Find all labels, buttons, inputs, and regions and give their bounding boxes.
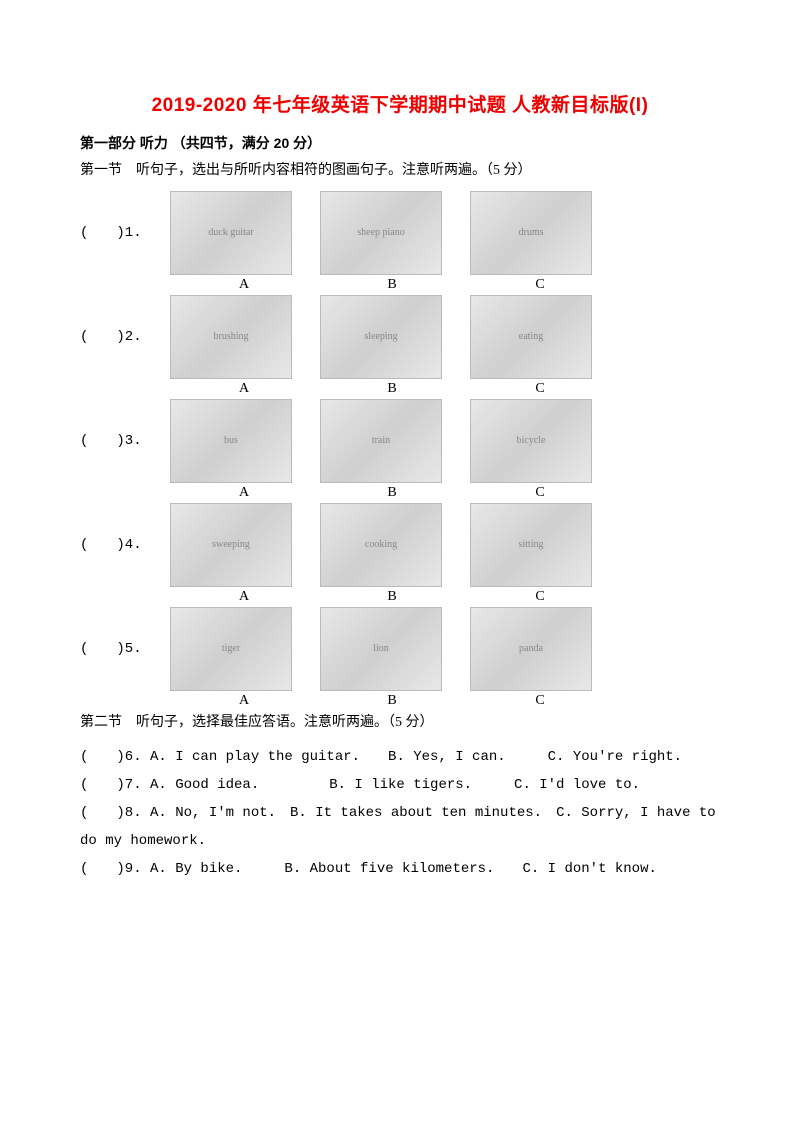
picture-question-row: ( )4. sweeping cooking sitting <box>80 503 720 587</box>
question-number: ( )1. <box>80 191 170 241</box>
option-letter: C <box>466 589 614 605</box>
picture-question-row: ( )5. tiger lion panda <box>80 607 720 691</box>
section1-instruction: 第一节 听句子，选出与所听内容相符的图画句子。注意听两遍。（5 分） <box>80 159 720 183</box>
option-image: lion <box>320 607 442 691</box>
option-image: drums <box>470 191 592 275</box>
picture-question-row: ( )1. duck guitar sheep piano drums <box>80 191 720 275</box>
option-letter: C <box>466 381 614 397</box>
option-image: sweeping <box>170 503 292 587</box>
option-letter: B <box>318 381 466 397</box>
option-image: sheep piano <box>320 191 442 275</box>
text-question: ( )8. A. No, I'm not. B. It takes about … <box>80 799 720 855</box>
option-letter: B <box>318 693 466 709</box>
picture-question-row: ( )3. bus train bicycle <box>80 399 720 483</box>
option-image: brushing <box>170 295 292 379</box>
option-letter: A <box>170 693 318 709</box>
option-letters: A B C <box>170 485 720 501</box>
question-number: ( )2. <box>80 295 170 345</box>
question-number: ( )4. <box>80 503 170 553</box>
option-letter: C <box>466 277 614 293</box>
option-letter: B <box>318 485 466 501</box>
option-image: tiger <box>170 607 292 691</box>
option-letter: A <box>170 277 318 293</box>
question-number: ( )3. <box>80 399 170 449</box>
option-letters: A B C <box>170 277 720 293</box>
text-question: ( )6. A. I can play the guitar. B. Yes, … <box>80 743 720 771</box>
option-letter: A <box>170 589 318 605</box>
option-letter: A <box>170 485 318 501</box>
option-image: train <box>320 399 442 483</box>
option-letter: C <box>466 485 614 501</box>
document-title: 2019-2020 年七年级英语下学期期中试题 人教新目标版(I) <box>80 90 720 117</box>
text-question: ( )7. A. Good idea. B. I like tigers. C.… <box>80 771 720 799</box>
option-letter: C <box>466 693 614 709</box>
option-letters: A B C <box>170 693 720 709</box>
option-letter: B <box>318 277 466 293</box>
text-question: ( )9. A. By bike. B. About five kilomete… <box>80 855 720 883</box>
option-image: sitting <box>470 503 592 587</box>
section2-instruction: 第二节 听句子，选择最佳应答语。注意听两遍。（5 分） <box>80 711 720 735</box>
option-letters: A B C <box>170 381 720 397</box>
picture-question-row: ( )2. brushing sleeping eating <box>80 295 720 379</box>
option-image: sleeping <box>320 295 442 379</box>
option-image: bicycle <box>470 399 592 483</box>
option-letter: A <box>170 381 318 397</box>
option-image: eating <box>470 295 592 379</box>
option-letter: B <box>318 589 466 605</box>
option-image: cooking <box>320 503 442 587</box>
option-letters: A B C <box>170 589 720 605</box>
option-image: bus <box>170 399 292 483</box>
question-number: ( )5. <box>80 607 170 657</box>
option-image: duck guitar <box>170 191 292 275</box>
part1-header: 第一部分 听力 （共四节，满分 20 分） <box>80 133 720 153</box>
option-image: panda <box>470 607 592 691</box>
